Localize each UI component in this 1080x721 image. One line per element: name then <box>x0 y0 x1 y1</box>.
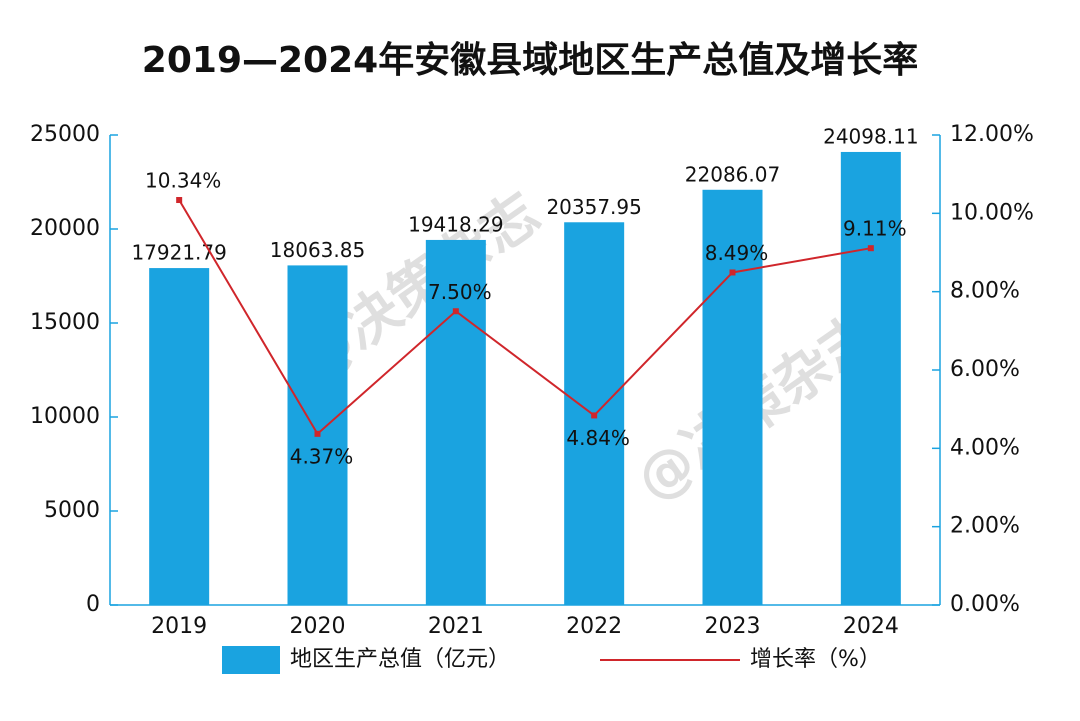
line-point <box>314 430 321 437</box>
x-tick-label: 2021 <box>428 614 484 639</box>
y2-tick-label: 2.00% <box>950 514 1020 539</box>
line-value-label: 9.11% <box>843 217 907 241</box>
bar-value-label: 19418.29 <box>408 212 503 236</box>
bar-value-label: 24098.11 <box>823 124 918 148</box>
y2-tick-label: 6.00% <box>950 357 1020 382</box>
line-point <box>176 197 183 204</box>
bar-value-label: 17921.79 <box>131 241 226 265</box>
line-point <box>452 308 459 315</box>
line-value-label: 10.34% <box>145 169 221 193</box>
line-value-label: 4.37% <box>290 444 354 468</box>
bar-value-label: 20357.95 <box>546 195 641 219</box>
x-tick-label: 2024 <box>843 614 899 639</box>
y2-tick-label: 10.00% <box>950 200 1034 225</box>
bar-value-label: 22086.07 <box>685 162 780 186</box>
y-tick-label: 25000 <box>30 122 100 147</box>
legend-label: 增长率（%） <box>750 647 881 672</box>
bar <box>425 239 486 605</box>
y-tick-label: 15000 <box>30 310 100 335</box>
y2-tick-label: 12.00% <box>950 122 1034 147</box>
line-value-label: 4.84% <box>566 426 630 450</box>
bar <box>149 268 210 605</box>
line-value-label: 8.49% <box>705 241 769 265</box>
line-point <box>729 269 736 276</box>
y-tick-label: 0 <box>86 592 100 617</box>
line <box>178 199 872 436</box>
y-tick-label: 5000 <box>44 498 100 523</box>
legend-swatch <box>222 646 280 674</box>
line-point <box>591 412 598 419</box>
line-value-label: 7.50% <box>428 280 492 304</box>
x-tick-label: 2020 <box>290 614 346 639</box>
x-tick-label: 2022 <box>566 614 622 639</box>
bar <box>840 151 901 605</box>
bar <box>702 189 763 605</box>
chart-title: 2019—2024年安徽县域地区生产总值及增长率 <box>142 40 918 81</box>
line-point <box>867 245 874 252</box>
legend-label: 地区生产总值（亿元） <box>290 647 510 672</box>
x-tick-label: 2019 <box>151 614 207 639</box>
bar-value-label: 18063.85 <box>270 238 365 262</box>
x-tick-label: 2023 <box>705 614 761 639</box>
y2-tick-label: 4.00% <box>950 435 1020 460</box>
y2-tick-label: 0.00% <box>950 592 1020 617</box>
y2-tick-label: 8.00% <box>950 279 1020 304</box>
y-tick-label: 10000 <box>30 404 100 429</box>
y-tick-label: 20000 <box>30 216 100 241</box>
